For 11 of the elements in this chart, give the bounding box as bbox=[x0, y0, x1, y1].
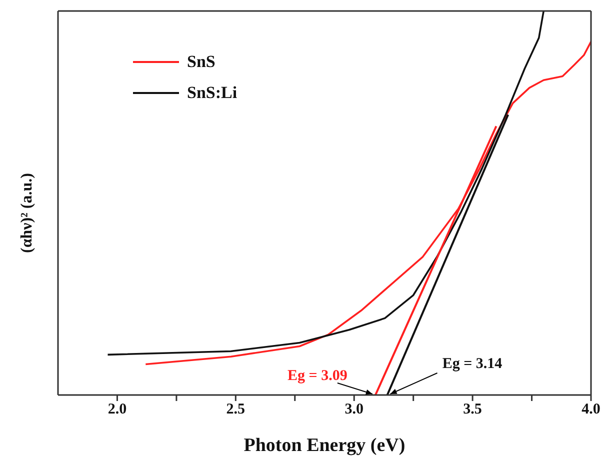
annotation: Eg = 3.14 bbox=[442, 356, 503, 372]
x-tick-label: 4.0 bbox=[582, 402, 600, 418]
annotation: Eg = 3.09 bbox=[288, 368, 348, 384]
y-axis-title: (αhν)² (a.u.) bbox=[18, 173, 36, 253]
x-axis-title: Photon Energy (eV) bbox=[244, 435, 406, 456]
x-tick-label: 3.0 bbox=[344, 402, 364, 418]
x-tick-label: 2.0 bbox=[108, 402, 127, 418]
legend-label: SnS:Li bbox=[187, 82, 238, 102]
x-tick-label: 3.5 bbox=[463, 402, 482, 418]
legend-label: SnS bbox=[187, 52, 216, 72]
x-tick-label: 2.5 bbox=[226, 402, 246, 418]
